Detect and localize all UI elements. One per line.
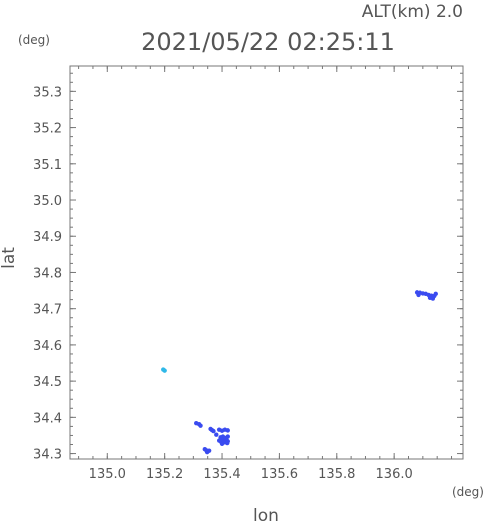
lightning-point (219, 441, 225, 446)
x-tick-label: 135.0 (89, 467, 126, 482)
y-tick-label: 34.7 (33, 303, 62, 318)
lightning-point (220, 434, 226, 439)
x-tick-label: 135.6 (261, 467, 298, 482)
altitude-label: ALT(km) 2.0 (362, 2, 463, 22)
y-tick-label: 34.9 (33, 230, 62, 245)
lightning-point (204, 449, 210, 455)
y-tick-label: 35.3 (33, 85, 62, 100)
y-tick-label: 35.0 (33, 194, 62, 209)
x-tick-label: 135.2 (146, 467, 183, 482)
x-tick-label: 136.0 (376, 467, 413, 482)
y-tick-label: 35.2 (33, 122, 62, 137)
lightning-point (216, 438, 222, 443)
lightning-point (211, 428, 216, 434)
y-tick-label: 34.8 (33, 266, 62, 281)
y-tick-label: 34.6 (33, 339, 62, 354)
x-tick-label: 135.8 (318, 467, 355, 482)
x-unit-label: (deg) (452, 485, 484, 499)
y-tick-label: 35.1 (33, 158, 62, 173)
y-tick-label: 34.4 (33, 411, 62, 426)
x-axis-label: lon (253, 506, 279, 521)
lightning-point (416, 292, 421, 298)
lightning-point (430, 296, 436, 301)
lightning-point (225, 434, 230, 439)
axis-ticks: 135.0 135.2 135.4 135.6 135.8 136.0 34.3 34.4 34… (33, 66, 463, 482)
lightning-point (214, 432, 219, 437)
lightning-point (433, 291, 438, 297)
lightning-point (225, 440, 230, 446)
lightning-point (162, 368, 167, 373)
plot-frame (69, 65, 464, 460)
y-tick-label: 34.3 (33, 448, 62, 463)
data-points (161, 290, 438, 455)
y-axis-label: lat (0, 247, 19, 269)
lightning-point (225, 428, 230, 433)
y-unit-label: (deg) (18, 33, 50, 47)
x-tick-label: 135.4 (203, 467, 240, 482)
timestamp-title: 2021/05/22 02:25:11 (141, 28, 395, 56)
lightning-point (198, 423, 203, 428)
y-tick-label: 34.5 (33, 375, 62, 390)
